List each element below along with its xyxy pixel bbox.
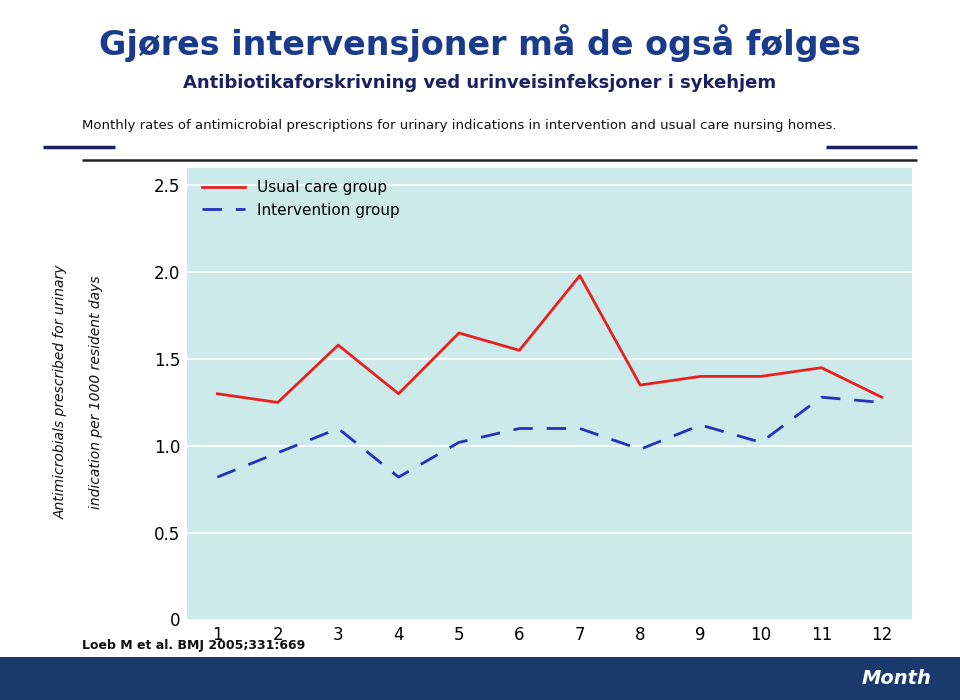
Text: indication per 1000 resident days: indication per 1000 resident days — [89, 275, 103, 509]
Text: Month: Month — [861, 668, 931, 688]
Text: Monthly rates of antimicrobial prescriptions for urinary indications in interven: Monthly rates of antimicrobial prescript… — [82, 119, 836, 132]
Text: Gjøres intervensjoner må de også følges: Gjøres intervensjoner må de også følges — [99, 25, 861, 62]
Legend: Usual care group, Intervention group: Usual care group, Intervention group — [203, 180, 399, 218]
Text: Antimicrobials prescribed for urinary: Antimicrobials prescribed for urinary — [54, 265, 67, 519]
Text: Antibiotikaforskrivning ved urinveisinfeksjoner i sykehjem: Antibiotikaforskrivning ved urinveisinfe… — [183, 74, 777, 92]
Text: Loeb M et al. BMJ 2005;331:669: Loeb M et al. BMJ 2005;331:669 — [82, 639, 305, 652]
